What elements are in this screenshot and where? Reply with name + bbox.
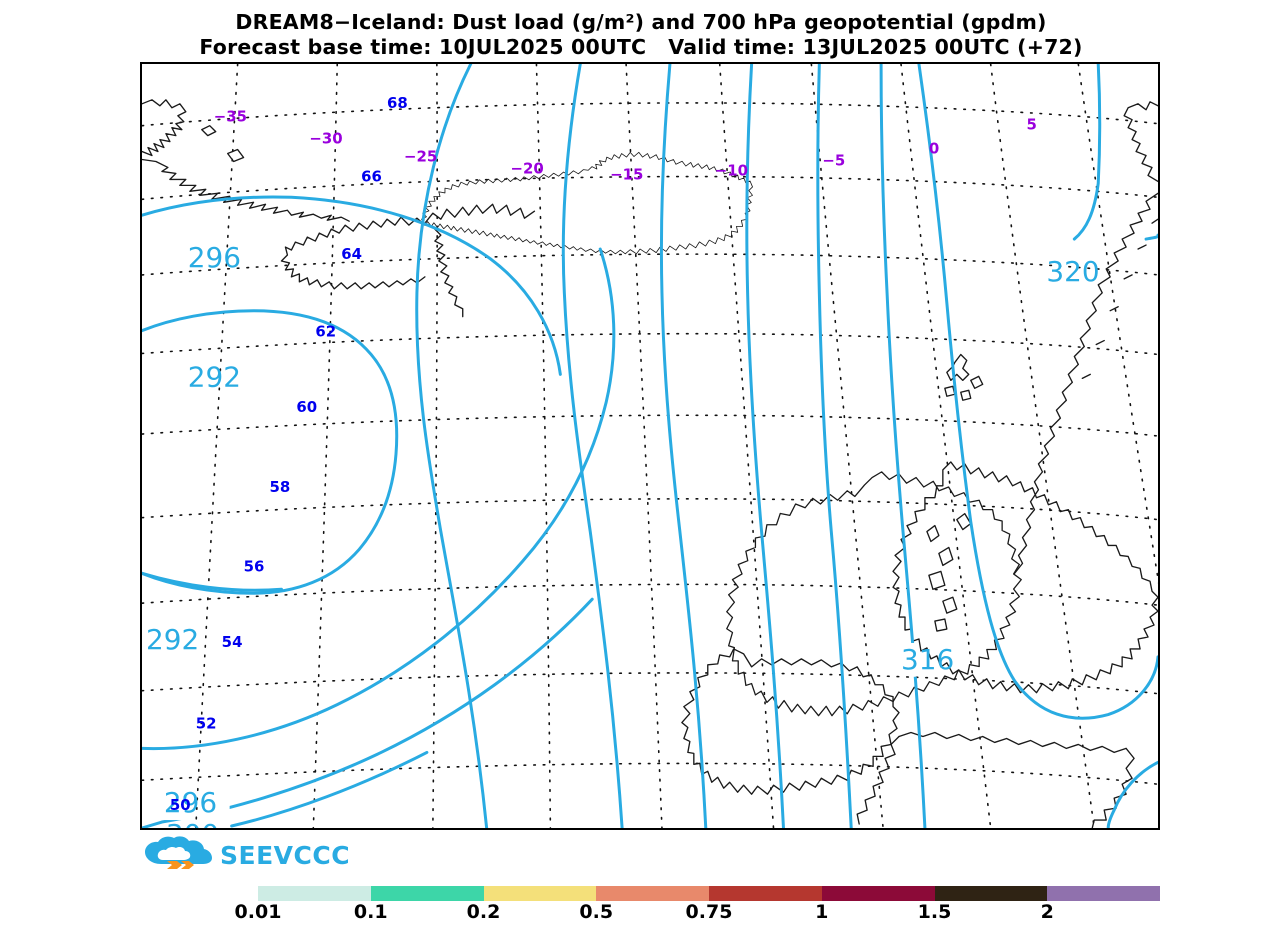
lat-label-50: 50 bbox=[170, 796, 191, 814]
chart-title-line-2: Forecast base time: 10JUL2025 00UTC Vali… bbox=[199, 35, 1083, 59]
colorbar-tick-label-6: 1.5 bbox=[917, 901, 952, 923]
seevccc-logo-svg: SEEVCCC bbox=[145, 836, 350, 870]
lat-label-66: 66 bbox=[361, 167, 382, 185]
colorbar-tick-label-4: 0.75 bbox=[685, 901, 733, 923]
lat-label-58: 58 bbox=[269, 478, 290, 496]
map-panel: .coast{fill:none;stroke:#1a1a1a;stroke-w… bbox=[140, 62, 1160, 830]
colorbar-tick-label-7: 2 bbox=[1040, 901, 1054, 923]
colorbar-tick-label-3: 0.5 bbox=[579, 901, 614, 923]
dust-load-colorbar-labels: 0.01 0.1 0.2 0.5 0.75 1 1.5 2 bbox=[235, 901, 1160, 925]
colorbar-tick-label-0: 0.01 bbox=[234, 901, 282, 923]
longitude-labels: −35 −30 −25 −20 −15 −10 −5 0 5 bbox=[214, 108, 1037, 184]
colorbar-tick-label-5: 1 bbox=[815, 901, 829, 923]
contour-labels: 296 292 292 296 300 320 316 bbox=[146, 241, 1100, 828]
colorbar-segment-5 bbox=[821, 886, 935, 901]
seevccc-logo[interactable]: SEEVCCC bbox=[143, 836, 358, 872]
colorbar-tick-label-2: 0.2 bbox=[466, 901, 501, 923]
colorbar-segment-6 bbox=[934, 886, 1048, 901]
lat-label-68: 68 bbox=[387, 94, 408, 112]
contour-label-296-upper: 296 bbox=[188, 241, 241, 274]
lon-label--35: −35 bbox=[214, 108, 247, 126]
map-canvas: .coast{fill:none;stroke:#1a1a1a;stroke-w… bbox=[142, 64, 1158, 828]
colorbar-segment-0 bbox=[258, 886, 371, 901]
chevron-icon bbox=[167, 861, 194, 869]
dust-load-colorbar bbox=[258, 886, 1160, 901]
lon-label-0: 0 bbox=[929, 140, 939, 158]
contour-label-300: 300 bbox=[166, 818, 219, 828]
colorbar-segment-2 bbox=[483, 886, 597, 901]
lon-label--30: −30 bbox=[309, 130, 342, 148]
lat-label-62: 62 bbox=[315, 323, 336, 341]
lon-label--15: −15 bbox=[610, 165, 643, 183]
contour-label-292-upper: 292 bbox=[188, 360, 241, 393]
geopotential-contours bbox=[142, 64, 1158, 828]
colorbar-tick-label-1: 0.1 bbox=[353, 901, 388, 923]
lon-label--10: −10 bbox=[715, 161, 748, 179]
lat-label-60: 60 bbox=[296, 398, 317, 416]
coastlines bbox=[142, 99, 1158, 828]
lon-label--20: −20 bbox=[511, 159, 544, 177]
graticule-lines bbox=[142, 64, 1158, 828]
lon-label--5: −5 bbox=[822, 151, 845, 169]
colorbar-segment-7 bbox=[1047, 886, 1160, 901]
contour-label-316: 316 bbox=[901, 643, 954, 676]
logo-text: SEEVCCC bbox=[220, 841, 350, 870]
lat-label-64: 64 bbox=[341, 245, 362, 263]
contour-label-292-lower: 292 bbox=[146, 623, 199, 656]
chart-title-block: DREAM8−Iceland: Dust load (g/m²) and 700… bbox=[0, 10, 1282, 60]
lon-label--25: −25 bbox=[404, 147, 437, 165]
lon-label-5: 5 bbox=[1027, 116, 1037, 134]
contour-label-320: 320 bbox=[1046, 255, 1099, 288]
lat-label-52: 52 bbox=[196, 715, 217, 733]
colorbar-segment-3 bbox=[596, 886, 709, 901]
colorbar-segment-4 bbox=[709, 886, 822, 901]
latitude-labels: 68 66 64 62 60 58 56 54 52 50 bbox=[170, 94, 408, 814]
lat-label-56: 56 bbox=[244, 557, 265, 575]
lat-label-54: 54 bbox=[222, 633, 243, 651]
contour-label-296-lower: 296 bbox=[164, 786, 217, 819]
colorbar-segment-1 bbox=[370, 886, 484, 901]
cloud-icon bbox=[145, 836, 212, 864]
chart-title-line-1: DREAM8−Iceland: Dust load (g/m²) and 700… bbox=[235, 10, 1047, 34]
